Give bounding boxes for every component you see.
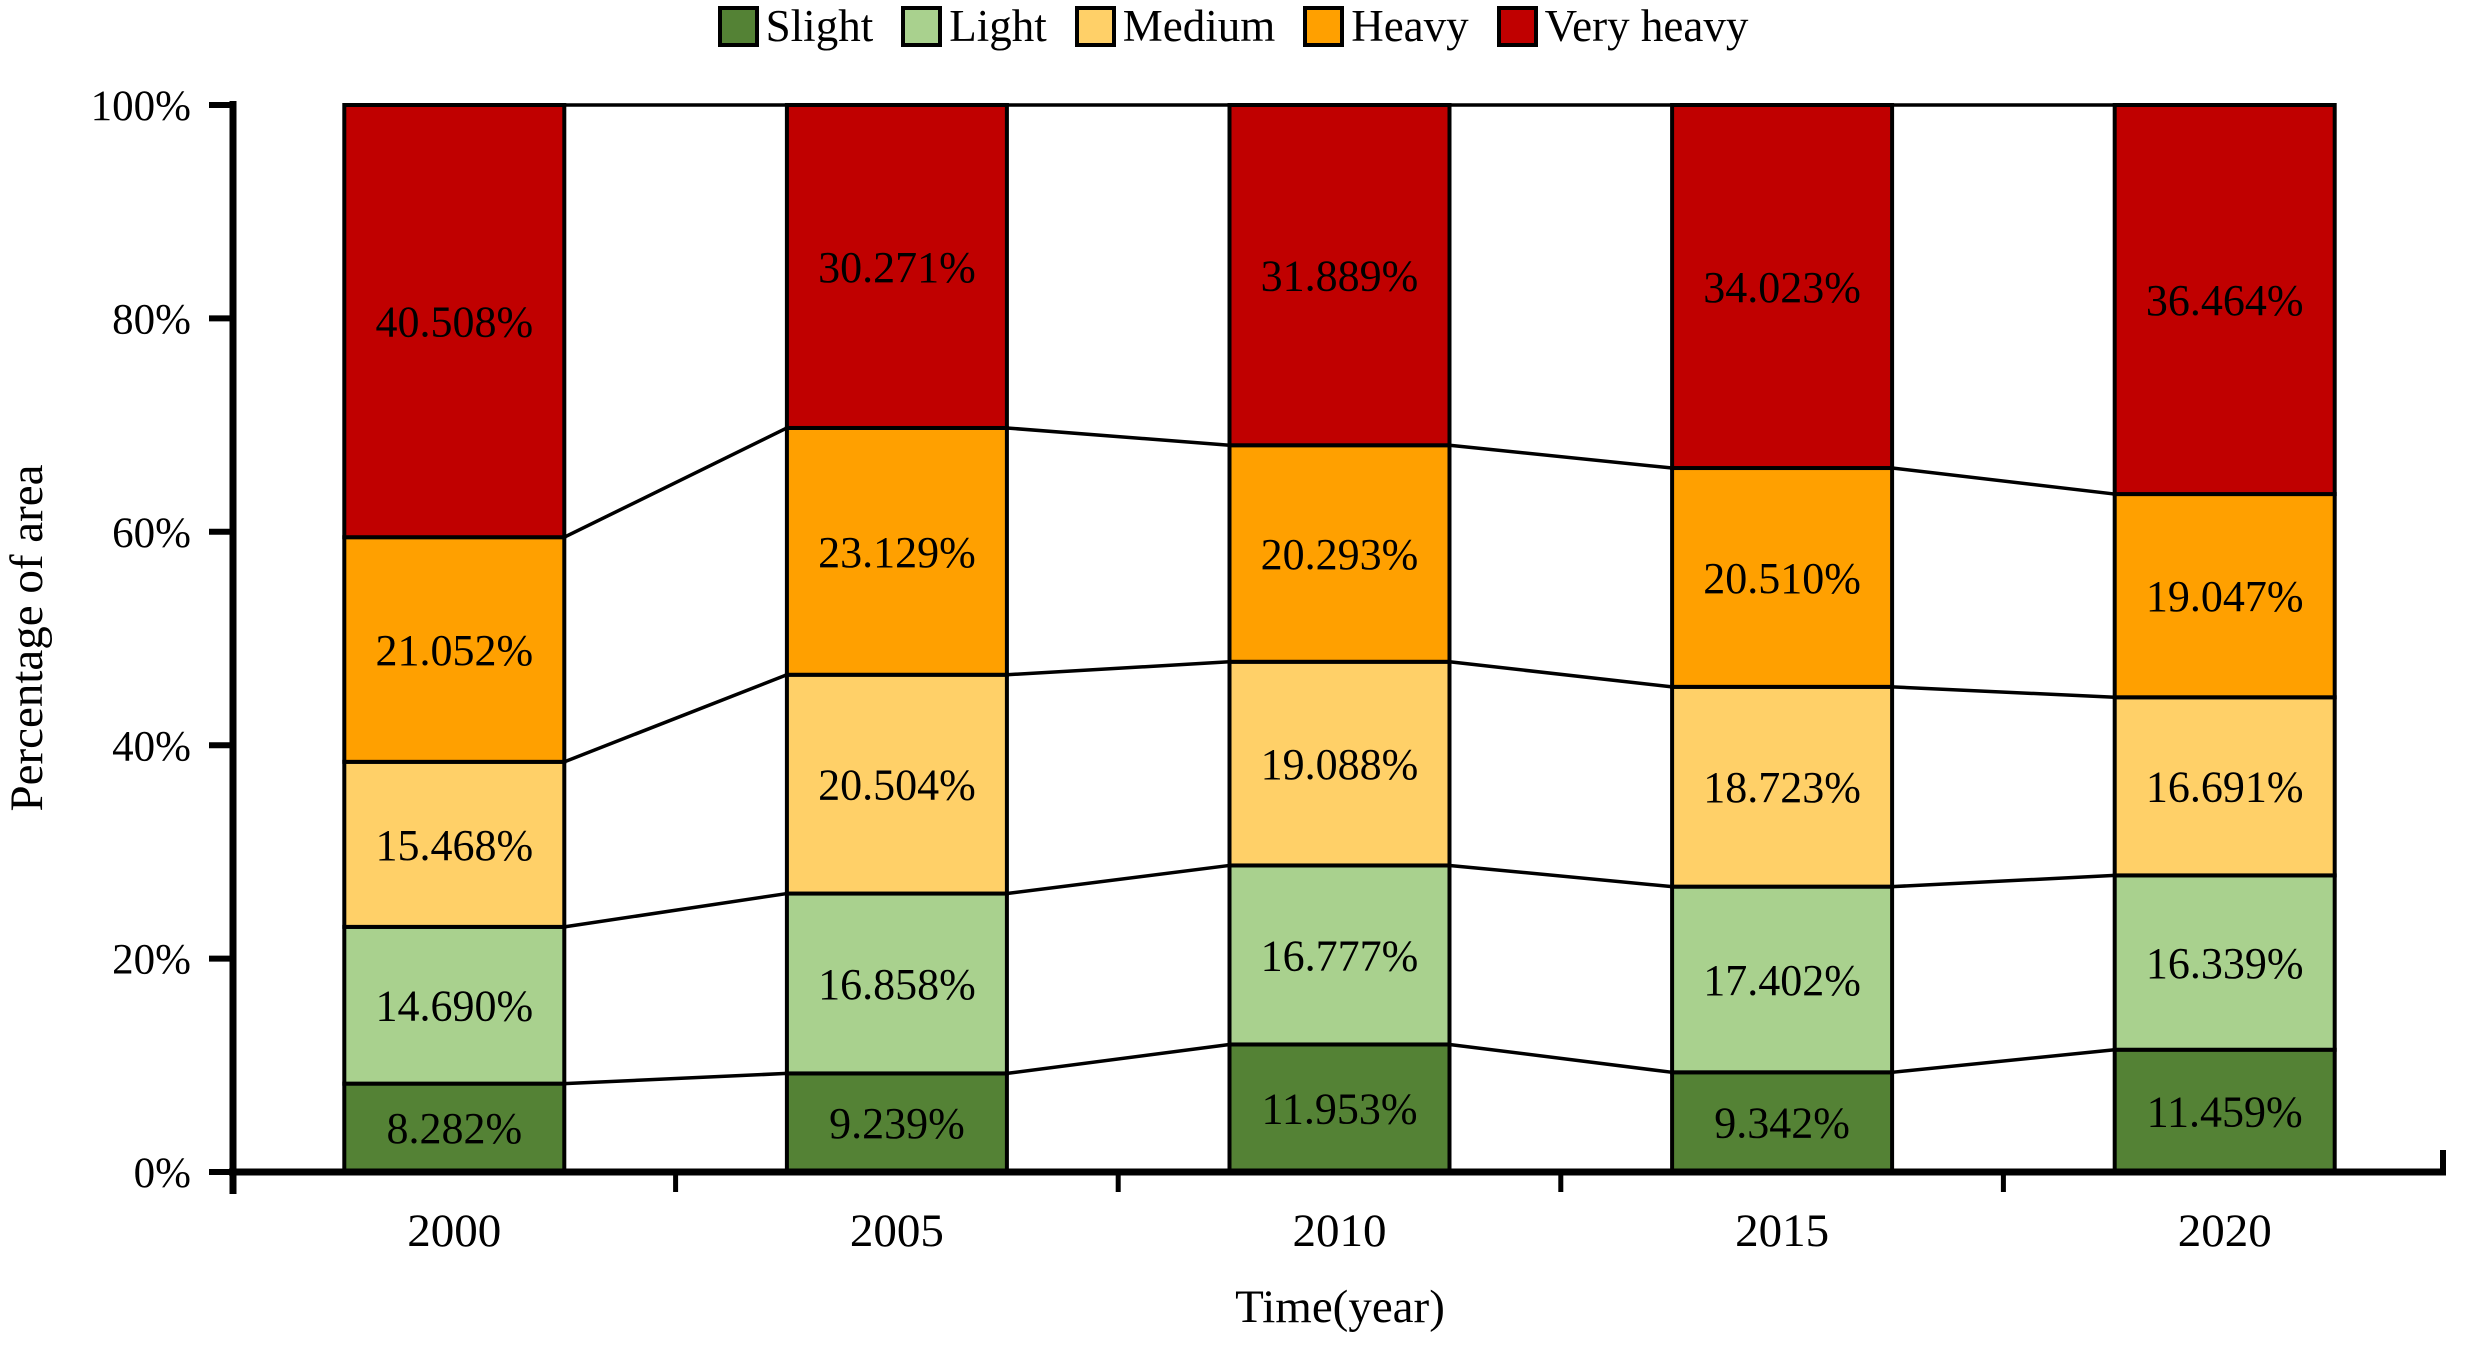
- connector-line: [1006, 426, 1230, 448]
- legend-label: Medium: [1122, 1, 1276, 51]
- bar-segment-very-heavy-2010: [1227, 103, 1452, 448]
- connector-line: [563, 426, 788, 539]
- segment-label: 19.088%: [1261, 740, 1419, 789]
- bar-segment-medium-2005: [784, 672, 1009, 896]
- connector-line: [1891, 1047, 2115, 1075]
- y-tick-label: 80%: [112, 296, 191, 343]
- segment-label: 16.339%: [2146, 939, 2304, 988]
- connector-line: [1006, 1042, 1230, 1076]
- connector-line: [1006, 660, 1230, 677]
- legend-label: Slight: [765, 1, 874, 51]
- legend-item-light: Light: [901, 4, 1047, 49]
- y-axis-title: Percentage of area: [1, 464, 53, 811]
- segment-label: 8.282%: [386, 1104, 522, 1153]
- legend-item-slight: Slight: [717, 1, 874, 51]
- segment-label: 23.129%: [818, 528, 976, 577]
- bar-segment-very-heavy-2000: [342, 103, 567, 540]
- segment-label: 18.723%: [1703, 763, 1861, 812]
- segment-label: 30.271%: [818, 243, 976, 292]
- x-tick-label: 2000: [407, 1205, 501, 1257]
- segment-label: 40.508%: [375, 298, 533, 347]
- y-tick-label: 60%: [112, 510, 191, 557]
- connector-line: [563, 673, 788, 764]
- legend-item-medium: Medium: [1074, 1, 1276, 51]
- segment-label: 36.464%: [2146, 276, 2304, 325]
- bar-segment-very-heavy-2020: [2112, 103, 2337, 497]
- y-tick-label: 20%: [112, 937, 191, 984]
- legend: Slight Light Medium Heavy Very heavy: [0, 4, 2466, 49]
- legend-label: Very heavy: [1544, 1, 1749, 51]
- bar-segment-medium-2020: [2112, 695, 2337, 878]
- bar-segment-medium-2010: [1227, 659, 1452, 868]
- bar-segment-heavy-2005: [784, 425, 1009, 677]
- segment-label: 11.459%: [2147, 1087, 2303, 1136]
- bar-segment-heavy-2020: [2112, 492, 2337, 700]
- bar-segment-slight-2000: [342, 1081, 567, 1175]
- bar-segment-light-2015: [1670, 884, 1895, 1075]
- legend-swatch: [717, 6, 759, 47]
- bar-segment-light-2020: [2112, 873, 2337, 1052]
- y-tick-label: 40%: [112, 723, 191, 770]
- segment-label: 17.402%: [1703, 956, 1861, 1005]
- bar-segment-light-2010: [1227, 863, 1452, 1047]
- legend-swatch: [1303, 6, 1345, 47]
- bar-segment-heavy-2015: [1670, 466, 1895, 689]
- x-tick-label: 2010: [1293, 1205, 1387, 1257]
- segment-label: 16.777%: [1261, 931, 1419, 980]
- x-axis-title: Time(year): [1235, 1281, 1445, 1333]
- bar-segment-light-2005: [784, 891, 1009, 1076]
- segment-label: 15.468%: [375, 821, 533, 870]
- segment-label: 31.889%: [1261, 252, 1419, 301]
- segment-label: 16.858%: [818, 960, 976, 1009]
- segment-label: 34.023%: [1703, 263, 1861, 312]
- legend-label: Heavy: [1351, 1, 1469, 51]
- x-tick-label: 2020: [2178, 1205, 2272, 1257]
- x-tick-label: 2015: [1735, 1205, 1829, 1257]
- connector-line: [1892, 873, 2115, 889]
- connector-line: [1892, 685, 2115, 700]
- y-tick-label: 0%: [134, 1150, 191, 1197]
- segment-label: 9.342%: [1714, 1099, 1850, 1148]
- bar-segment-very-heavy-2005: [784, 102, 1009, 430]
- y-tick-label: 100%: [91, 83, 191, 130]
- segment-label: 9.239%: [829, 1099, 965, 1148]
- bar-segment-slight-2020: [2112, 1047, 2337, 1174]
- bar-segment-heavy-2000: [342, 535, 567, 764]
- bar-segment-medium-2015: [1670, 684, 1895, 889]
- connector-line: [1891, 466, 2115, 496]
- legend-label: Light: [949, 1, 1047, 51]
- legend-item-very-heavy: Very heavy: [1496, 1, 1749, 51]
- legend-swatch: [1496, 6, 1538, 47]
- legend-swatch: [1074, 6, 1116, 47]
- segment-label: 19.047%: [2146, 572, 2304, 621]
- legend-swatch: [901, 6, 943, 47]
- bar-segment-medium-2000: [342, 759, 567, 929]
- segment-label: 20.504%: [818, 761, 976, 810]
- legend-item-heavy: Heavy: [1303, 1, 1469, 51]
- connector-line: [564, 891, 788, 929]
- segment-label: 11.953%: [1261, 1085, 1417, 1134]
- segment-label: 14.690%: [375, 982, 533, 1031]
- segment-label: 21.052%: [375, 626, 533, 675]
- segment-label: 16.691%: [2146, 763, 2304, 812]
- x-tick-label: 2005: [850, 1205, 944, 1257]
- connector-line: [1449, 863, 1673, 889]
- connector-line: [1449, 1042, 1673, 1075]
- connector-line: [1449, 443, 1673, 470]
- segment-label: 20.510%: [1703, 554, 1861, 603]
- connector-line: [1006, 863, 1230, 896]
- bar-segment-slight-2010: [1227, 1042, 1452, 1175]
- segment-label: 20.293%: [1261, 530, 1419, 579]
- bar-segment-heavy-2010: [1227, 443, 1452, 664]
- bar-segment-slight-2005: [784, 1071, 1009, 1175]
- bar-segment-very-heavy-2015: [1670, 103, 1895, 471]
- connector-line: [564, 1071, 787, 1086]
- connector-line: [1449, 660, 1673, 689]
